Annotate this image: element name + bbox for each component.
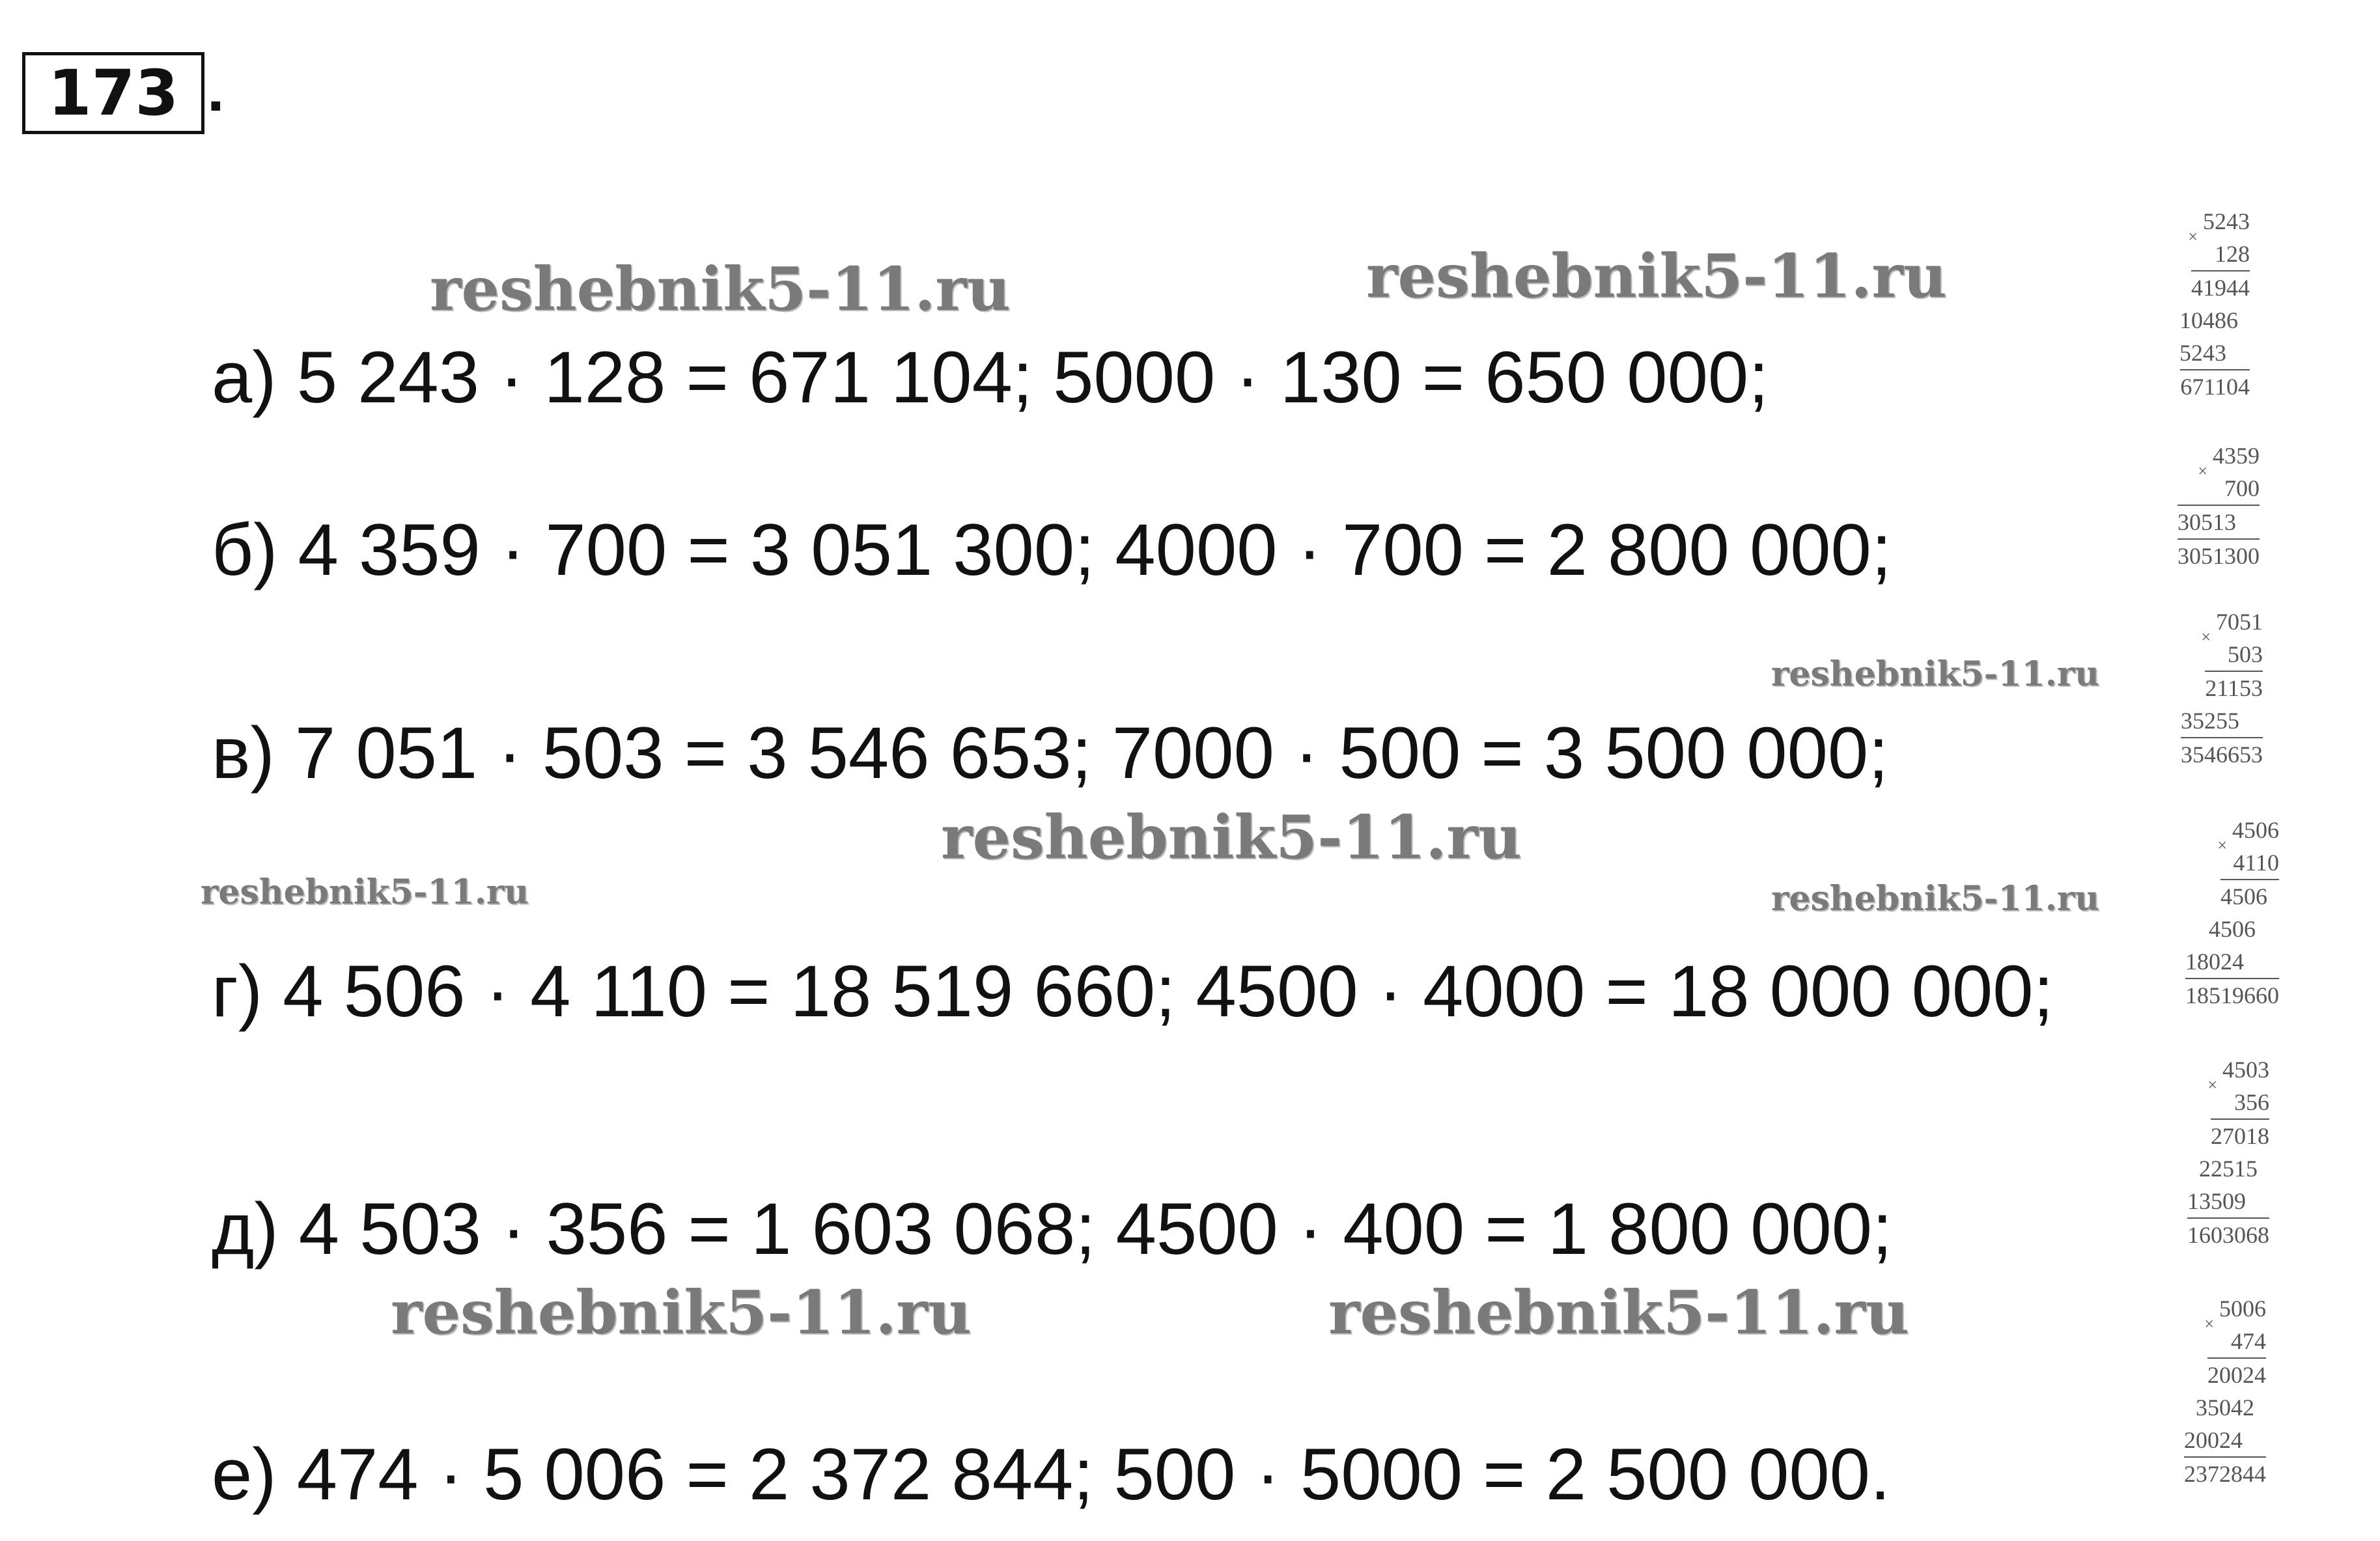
factor-1: 7051: [2216, 609, 2263, 635]
column-multiplication: 4359 700 30513 3051300 ×: [2177, 439, 2260, 572]
multiply-sign-icon: ×: [2217, 836, 2227, 855]
solution-line-a: а) 5 243 · 128 = 671 104; 5000 · 130 = 6…: [212, 337, 1769, 418]
solution-line-d: д) 4 503 · 356 = 1 603 068; 4500 · 400 =…: [212, 1188, 1893, 1270]
multiply-sign-icon: ×: [2204, 1314, 2214, 1333]
watermark: reshebnik5-11.ru: [1328, 1277, 1909, 1348]
product-result: 18519660: [2185, 978, 2279, 1012]
column-multiplication: 7051 503 21153 35255 3546653 ×: [2181, 605, 2263, 771]
partial-product: 20024: [2184, 1427, 2243, 1453]
exercise-number: 173: [22, 52, 204, 134]
factor-2: 503: [2228, 641, 2263, 667]
solution-line-e: е) 474 · 5 006 = 2 372 844; 500 · 5000 =…: [212, 1434, 1891, 1515]
column-multiplication: 5006 474 20024 35042 20024 2372844 ×: [2184, 1292, 2266, 1490]
watermark: reshebnik5-11.ru: [1771, 654, 2100, 694]
factor-1: 4503: [2222, 1057, 2269, 1083]
factor-1: 5006: [2219, 1296, 2266, 1322]
factor-2: 474: [2231, 1328, 2266, 1354]
partial-product: 20024: [2207, 1357, 2266, 1391]
factor-1: 4359: [2213, 443, 2260, 469]
partial-product: 10486: [2179, 307, 2238, 333]
product-result: 671104: [2180, 369, 2250, 403]
column-multiplication: 5243 128 41944 10486 5243 671104 ×: [2179, 205, 2250, 403]
factor-1: 4506: [2232, 817, 2279, 843]
column-multiplication: 4503 356 27018 22515 13509 1603068 ×: [2187, 1053, 2269, 1251]
partial-product: 4506: [2209, 916, 2256, 942]
partial-product: 27018: [2211, 1118, 2269, 1152]
product-result: 3051300: [2177, 538, 2260, 572]
factor-2: 356: [2234, 1089, 2269, 1115]
column-multiplication: 4506 4110 4506 4506 18024 18519660 ×: [2185, 814, 2279, 1012]
watermark: reshebnik5-11.ru: [1366, 241, 1947, 311]
product-result: 2372844: [2184, 1456, 2266, 1490]
partial-product: 5243: [2179, 340, 2226, 366]
multiply-sign-icon: ×: [2198, 462, 2207, 480]
partial-product: 30513: [2177, 505, 2260, 538]
factor-2: 4110: [2233, 850, 2279, 876]
partial-product: 4506: [2220, 879, 2279, 913]
multiply-sign-icon: ×: [2201, 628, 2211, 646]
product-result: 3546653: [2181, 737, 2263, 771]
multiply-sign-icon: ×: [2207, 1076, 2217, 1094]
partial-product: 35255: [2181, 708, 2239, 734]
partial-product: 35042: [2196, 1395, 2254, 1421]
watermark: reshebnik5-11.ru: [430, 254, 1011, 324]
partial-product: 21153: [2205, 671, 2263, 704]
multiply-sign-icon: ×: [2188, 227, 2198, 246]
product-result: 1603068: [2187, 1217, 2269, 1251]
partial-product: 41944: [2191, 270, 2250, 304]
solution-line-g: г) 4 506 · 4 110 = 18 519 660; 4500 · 40…: [212, 951, 2054, 1032]
solution-line-b: б) 4 359 · 700 = 3 051 300; 4000 · 700 =…: [212, 509, 1892, 590]
watermark: reshebnik5-11.ru: [201, 872, 529, 912]
partial-product: 22515: [2199, 1156, 2258, 1182]
factor-2: 700: [2224, 475, 2260, 501]
exercise-number-dot: .: [207, 55, 225, 124]
factor-1: 5243: [2203, 208, 2250, 234]
watermark: reshebnik5-11.ru: [391, 1277, 972, 1348]
partial-product: 18024: [2185, 949, 2244, 975]
solution-line-v: в) 7 051 · 503 = 3 546 653; 7000 · 500 =…: [212, 712, 1889, 794]
watermark: reshebnik5-11.ru: [941, 802, 1522, 872]
watermark: reshebnik5-11.ru: [1771, 879, 2100, 919]
partial-product: 13509: [2187, 1188, 2246, 1214]
factor-2: 128: [2215, 241, 2250, 267]
